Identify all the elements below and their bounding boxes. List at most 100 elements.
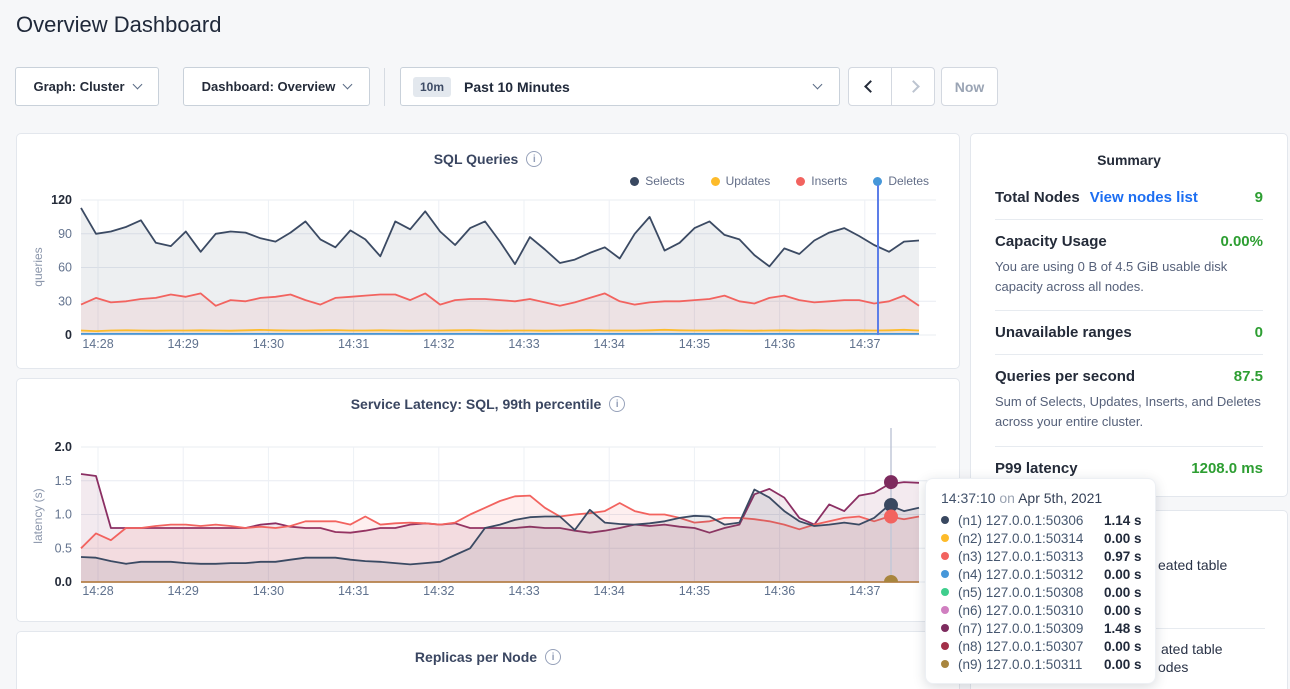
- svg-text:0.0: 0.0: [55, 575, 72, 589]
- legend-item-updates[interactable]: Updates: [711, 174, 771, 188]
- node-color-dot: [941, 642, 949, 650]
- tooltip-node-rows: (n1) 127.0.0.1:503061.14 s(n2) 127.0.0.1…: [941, 511, 1143, 673]
- service-latency-title: Service Latency: SQL, 99th percentile i: [17, 379, 959, 412]
- svg-text:14:36: 14:36: [764, 584, 795, 598]
- capacity-usage-label: Capacity Usage: [995, 233, 1107, 250]
- node-address: (n2) 127.0.0.1:50314: [958, 531, 1104, 546]
- svg-text:14:37: 14:37: [849, 584, 880, 598]
- svg-text:14:35: 14:35: [679, 584, 710, 598]
- sql-queries-title: SQL Queries i: [17, 134, 959, 167]
- node-color-dot: [941, 588, 949, 596]
- legend-item-inserts[interactable]: Inserts: [796, 174, 847, 188]
- node-address: (n5) 127.0.0.1:50308: [958, 585, 1104, 600]
- node-address: (n6) 127.0.0.1:50310: [958, 603, 1104, 618]
- chart-hover-tooltip: 14:37:10 on Apr 5th, 2021 (n1) 127.0.0.1…: [925, 478, 1156, 684]
- svg-text:1.0: 1.0: [55, 508, 72, 522]
- qps-subtext: Sum of Selects, Updates, Inserts, and De…: [995, 392, 1263, 432]
- tooltip-node-row: (n2) 127.0.0.1:503140.00 s: [941, 529, 1143, 547]
- svg-text:14:30: 14:30: [253, 584, 284, 598]
- dashboard-dropdown-label: Dashboard: Overview: [202, 79, 336, 94]
- chevron-left-icon: [864, 80, 877, 93]
- node-address: (n8) 127.0.0.1:50307: [958, 639, 1104, 654]
- dashboard-dropdown[interactable]: Dashboard: Overview: [183, 67, 370, 106]
- tooltip-node-row: (n4) 127.0.0.1:503120.00 s: [941, 565, 1143, 583]
- p99-latency-label: P99 latency: [995, 460, 1078, 477]
- chevron-right-icon: [907, 80, 920, 93]
- summary-panel: Summary Total Nodes View nodes list 9 Ca…: [970, 133, 1288, 497]
- chevron-down-icon: [132, 80, 142, 90]
- chart-title-text: Replicas per Node: [415, 649, 537, 665]
- prev-time-button[interactable]: [849, 68, 891, 105]
- tooltip-node-row: (n6) 127.0.0.1:503100.00 s: [941, 601, 1143, 619]
- event-text-fragment: ated table: [1161, 641, 1223, 657]
- svg-text:14:35: 14:35: [679, 337, 710, 351]
- svg-text:14:29: 14:29: [168, 337, 199, 351]
- svg-text:14:36: 14:36: [764, 337, 795, 351]
- node-latency-value: 1.14 s: [1104, 513, 1142, 528]
- info-icon[interactable]: i: [526, 151, 542, 167]
- unavailable-ranges-label: Unavailable ranges: [995, 324, 1132, 341]
- total-nodes-label: Total Nodes: [995, 189, 1080, 206]
- event-text-fragment: odes: [1158, 659, 1188, 675]
- svg-text:1.5: 1.5: [55, 474, 72, 488]
- qps-value: 87.5: [1234, 368, 1263, 385]
- svg-text:14:28: 14:28: [82, 337, 113, 351]
- legend-dot: [711, 177, 720, 186]
- graph-dropdown[interactable]: Graph: Cluster: [15, 67, 159, 106]
- svg-text:14:33: 14:33: [508, 584, 539, 598]
- chevron-down-icon: [343, 80, 353, 90]
- capacity-usage-value: 0.00%: [1220, 233, 1263, 250]
- node-latency-value: 0.00 s: [1104, 657, 1142, 672]
- p99-latency-value: 1208.0 ms: [1191, 460, 1263, 477]
- legend-label: Inserts: [811, 174, 847, 188]
- svg-text:14:32: 14:32: [423, 337, 454, 351]
- legend-dot: [873, 177, 882, 186]
- graph-dropdown-label: Graph: Cluster: [33, 79, 124, 94]
- legend-label: Selects: [645, 174, 684, 188]
- time-range-dropdown[interactable]: 10m Past 10 Minutes: [400, 67, 840, 106]
- node-color-dot: [941, 516, 949, 524]
- chart-legend: Selects Updates Inserts Deletes: [630, 174, 929, 188]
- next-time-button[interactable]: [891, 68, 934, 105]
- node-address: (n4) 127.0.0.1:50312: [958, 567, 1104, 582]
- node-address: (n7) 127.0.0.1:50309: [958, 621, 1104, 636]
- replicas-per-node-title: Replicas per Node i: [17, 632, 959, 665]
- legend-item-selects[interactable]: Selects: [630, 174, 684, 188]
- svg-text:14:28: 14:28: [82, 584, 113, 598]
- summary-row-capacity: Capacity Usage 0.00% You are using 0 B o…: [995, 220, 1263, 311]
- qps-label: Queries per second: [995, 368, 1135, 385]
- tooltip-node-row: (n7) 127.0.0.1:503091.48 s: [941, 619, 1143, 637]
- summary-row-total-nodes: Total Nodes View nodes list 9: [995, 176, 1263, 220]
- node-latency-value: 0.00 s: [1104, 585, 1142, 600]
- time-range-badge: 10m: [413, 77, 451, 97]
- svg-text:14:37: 14:37: [849, 337, 880, 351]
- service-latency-chart[interactable]: 0.00.51.01.52.014:2814:2914:3014:3114:32…: [17, 436, 961, 618]
- node-address: (n9) 127.0.0.1:50311: [958, 657, 1104, 672]
- info-icon[interactable]: i: [545, 649, 561, 665]
- node-address: (n3) 127.0.0.1:50313: [958, 549, 1104, 564]
- tooltip-node-row: (n1) 127.0.0.1:503061.14 s: [941, 511, 1143, 529]
- now-button[interactable]: Now: [941, 67, 998, 106]
- node-latency-value: 0.97 s: [1104, 549, 1142, 564]
- sql-queries-chart[interactable]: 030609012014:2814:2914:3014:3114:3214:33…: [17, 189, 961, 367]
- tooltip-node-row: (n5) 127.0.0.1:503080.00 s: [941, 583, 1143, 601]
- svg-text:14:30: 14:30: [253, 337, 284, 351]
- node-color-dot: [941, 552, 949, 560]
- node-color-dot: [941, 624, 949, 632]
- chart-title-text: SQL Queries: [434, 151, 519, 167]
- svg-text:0.5: 0.5: [55, 541, 72, 555]
- svg-text:14:33: 14:33: [508, 337, 539, 351]
- sql-queries-card: SQL Queries i Selects Updates Inserts Delet…: [16, 133, 960, 369]
- view-nodes-list-link[interactable]: View nodes list: [1090, 189, 1198, 206]
- tooltip-on: on: [999, 490, 1015, 506]
- svg-text:14:34: 14:34: [594, 337, 625, 351]
- summary-title: Summary: [995, 148, 1263, 176]
- node-latency-value: 0.00 s: [1104, 567, 1142, 582]
- svg-text:0: 0: [65, 328, 72, 342]
- info-icon[interactable]: i: [609, 396, 625, 412]
- summary-row-qps: Queries per second 87.5 Sum of Selects, …: [995, 355, 1263, 446]
- tooltip-node-row: (n8) 127.0.0.1:503070.00 s: [941, 637, 1143, 655]
- time-range-label: Past 10 Minutes: [464, 79, 570, 95]
- event-text-fragment: eated table: [1158, 557, 1227, 573]
- legend-item-deletes[interactable]: Deletes: [873, 174, 929, 188]
